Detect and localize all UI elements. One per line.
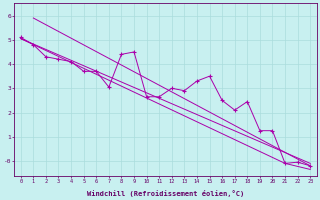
X-axis label: Windchill (Refroidissement éolien,°C): Windchill (Refroidissement éolien,°C) xyxy=(87,190,244,197)
